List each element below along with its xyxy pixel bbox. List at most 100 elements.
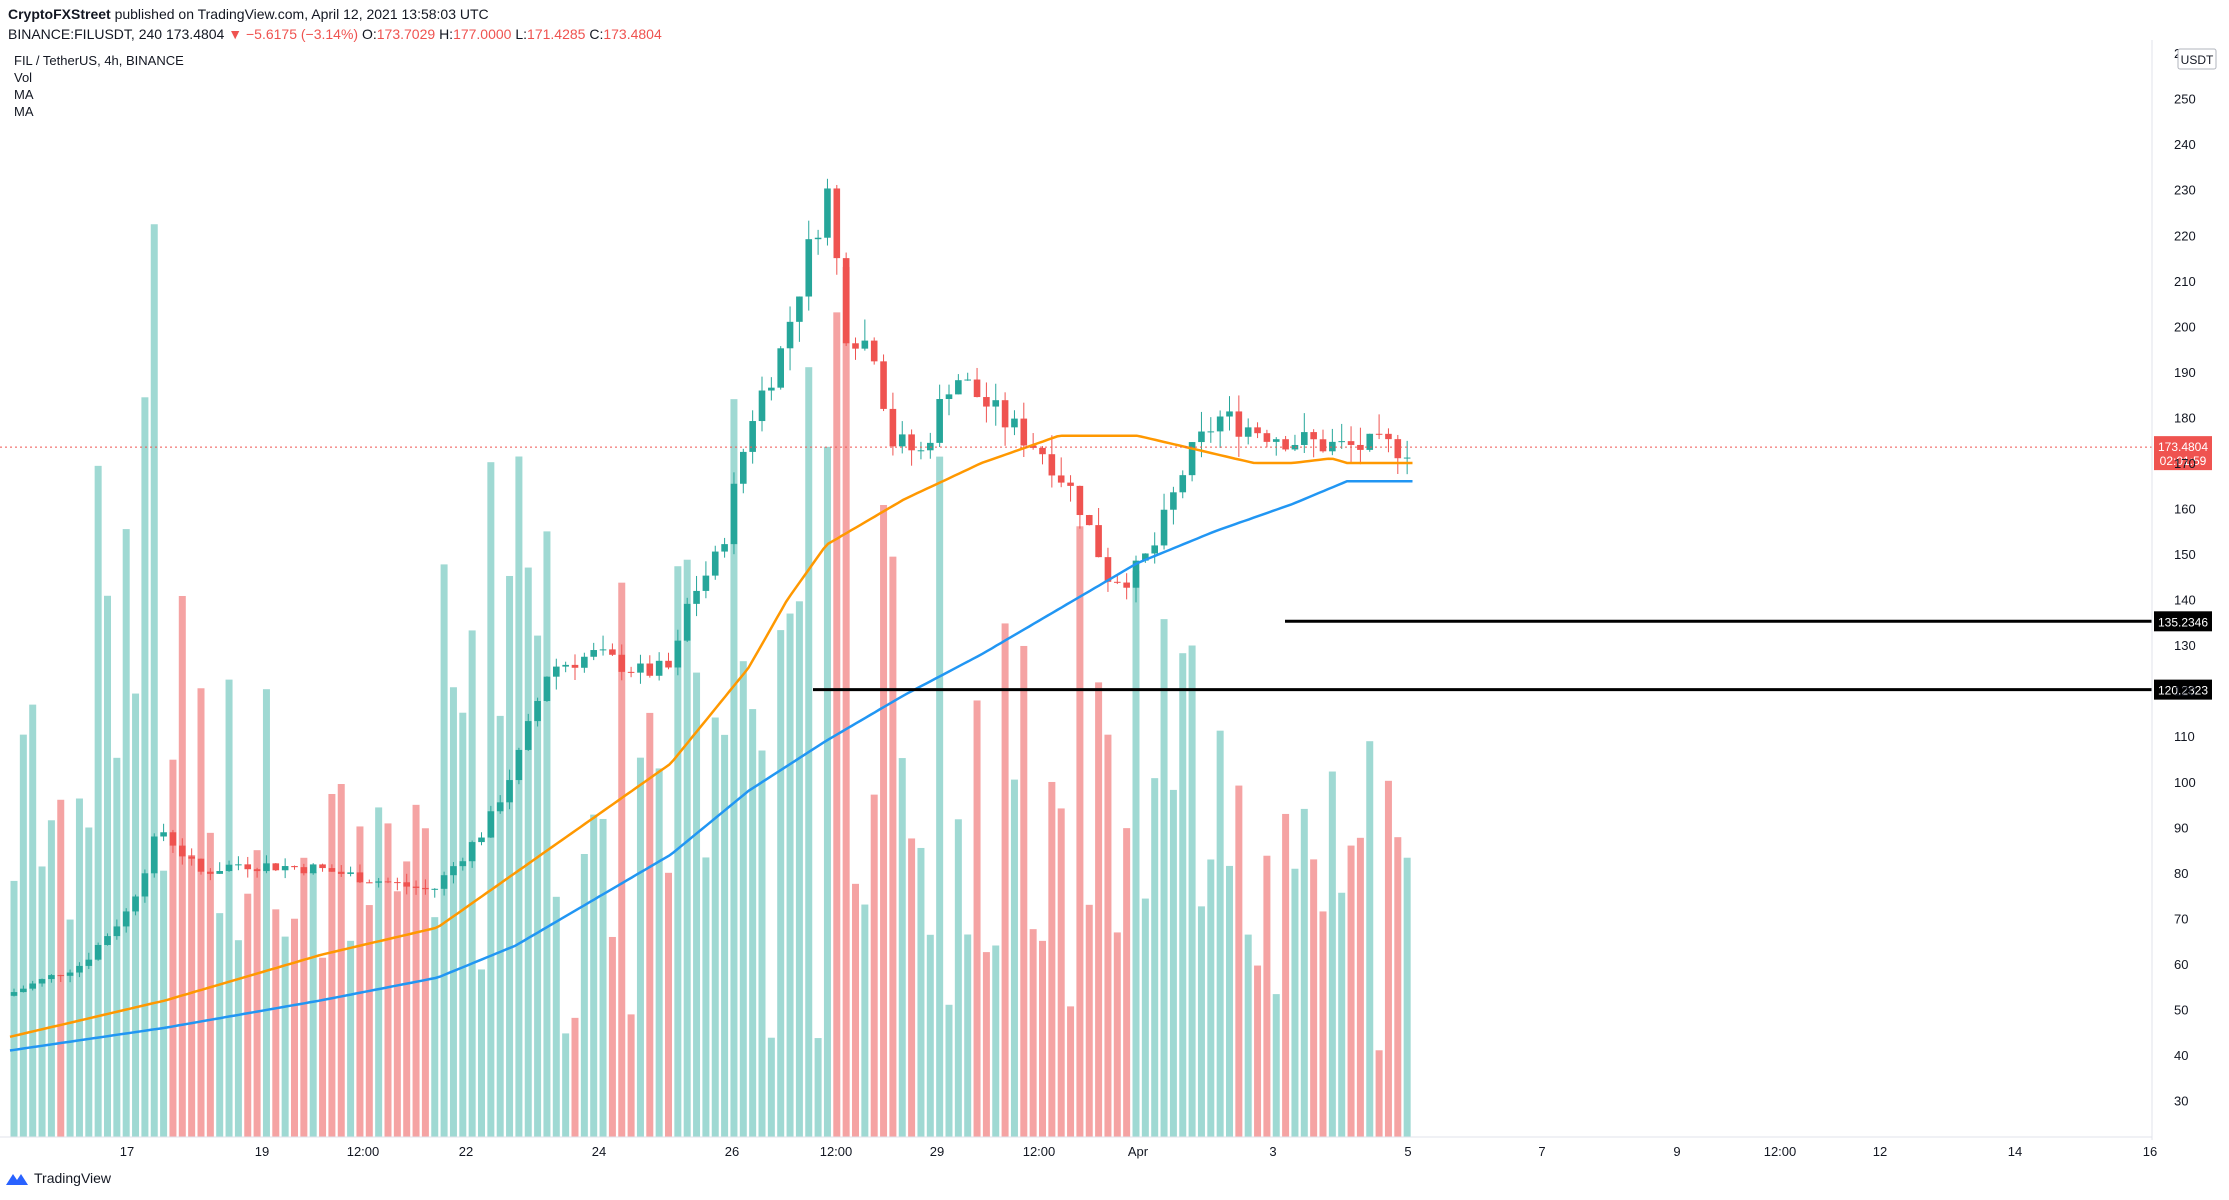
candle-body (1188, 442, 1196, 476)
volume-bar (1216, 730, 1224, 1137)
legend-vol[interactable]: Vol (14, 70, 33, 85)
x-tick-label: 12:00 (820, 1144, 853, 1159)
volume-bar (85, 827, 93, 1137)
volume-bar (29, 704, 37, 1137)
volume-bar (1375, 1050, 1383, 1137)
candle-body (1216, 416, 1224, 432)
candle-body (908, 434, 915, 451)
time-axis[interactable]: 17 19 12:00 22 24 26 12:00 29 12:00 Apr 3 5 7 9 12:00 1… (0, 1136, 2157, 1159)
candle-body (1319, 439, 1327, 452)
candle-body (1375, 433, 1383, 435)
y-tick-label: 230 (2174, 183, 2196, 198)
candle-body (76, 965, 83, 973)
volume-bar (1272, 994, 1280, 1137)
volume-bar (721, 734, 729, 1137)
candle-body (1329, 441, 1336, 452)
volume-bar (337, 784, 345, 1137)
candle-body (590, 650, 597, 657)
candle-body (384, 881, 392, 883)
y-tick-label: 250 (2174, 92, 2196, 107)
moving-averages (9, 434, 1413, 1052)
volume-bar (1319, 911, 1327, 1137)
candle-body (637, 663, 644, 673)
candle-body (1394, 439, 1402, 459)
volume-bar (534, 635, 542, 1137)
candle-body (1244, 427, 1252, 437)
price-axis[interactable]: 30 40 50 60 70 80 90 100 110 120 130 140 150 160 170 18… (2151, 40, 2217, 1140)
volume-bar (1263, 855, 1271, 1137)
candle-body (749, 421, 756, 452)
x-tick-label: Apr (1128, 1144, 1149, 1159)
legend-ma-fast[interactable]: MA (14, 87, 34, 102)
x-tick-label: 29 (930, 1144, 944, 1159)
candle-body (272, 863, 280, 871)
volume-bar (973, 700, 981, 1137)
volume-bar (964, 934, 972, 1137)
volume-bar (646, 712, 654, 1137)
volume-bar (739, 661, 747, 1137)
y-tick-label: 100 (2174, 775, 2196, 790)
volume-bar (1366, 741, 1374, 1137)
volume-bar (1076, 526, 1084, 1137)
candle-body (1039, 447, 1046, 455)
close-label: C: (589, 26, 604, 42)
volume-bar (1113, 932, 1121, 1137)
candle-body (263, 863, 270, 872)
legend-ma-slow[interactable]: MA (14, 104, 34, 119)
volume-bar (842, 266, 850, 1138)
candle-body (375, 881, 382, 883)
candle-body (66, 972, 74, 976)
volume-bar (66, 919, 74, 1137)
candle-body (534, 701, 541, 722)
volume-bar (1001, 623, 1009, 1137)
volume-bar (571, 1017, 579, 1137)
y-tick-label: 190 (2174, 365, 2196, 380)
open-label: O: (361, 26, 377, 42)
volume-bar (1039, 940, 1046, 1137)
candle-body (1263, 433, 1271, 442)
candle-body (496, 802, 504, 812)
volume-bar (954, 819, 962, 1137)
candle-body (1151, 545, 1158, 554)
volume-bar (1328, 771, 1336, 1137)
candle-body (1104, 557, 1112, 582)
candle-body (10, 992, 18, 996)
volume-bar (262, 689, 270, 1137)
tradingview-footer[interactable]: TradingView (6, 1170, 111, 1186)
change-text: −5.6175 (−3.14%) (246, 26, 359, 42)
x-tick-label: 12:00 (347, 1144, 380, 1159)
volume-bar (365, 905, 373, 1137)
volume-bar (169, 759, 177, 1137)
volume-bar (636, 757, 644, 1137)
volume-bar (291, 918, 298, 1137)
candle-body (758, 390, 766, 422)
candle-body (291, 866, 298, 868)
chart-legend[interactable]: FIL / TetherUS, 4h, BINANCE Vol MA MA (14, 52, 184, 120)
candle-body (515, 749, 523, 781)
candle-body (693, 590, 700, 604)
y-tick-label: 30 (2174, 1094, 2188, 1109)
candle-body (1123, 582, 1130, 588)
candle-body (1179, 475, 1187, 493)
candle-body (627, 671, 635, 673)
volume-bar (225, 679, 233, 1137)
candle-body (235, 864, 242, 866)
currency-label: USDT (2181, 53, 2214, 67)
publisher-name[interactable]: CryptoFXStreet (8, 6, 111, 22)
volume-bar (1123, 828, 1131, 1137)
candle-body (150, 836, 158, 874)
candle-body (403, 882, 410, 887)
volume-bar (94, 465, 102, 1137)
volume-bar (188, 855, 196, 1137)
volume-bar (1338, 892, 1346, 1137)
volume-bar (1029, 929, 1037, 1137)
down-arrow-icon: ▼ (228, 26, 243, 42)
volume-bar (711, 717, 719, 1137)
y-tick-label: 170 (2174, 456, 2196, 471)
volume-bar (693, 672, 701, 1137)
volume-bar (393, 891, 401, 1137)
volume-bar (982, 952, 990, 1137)
candle-body (927, 442, 934, 451)
